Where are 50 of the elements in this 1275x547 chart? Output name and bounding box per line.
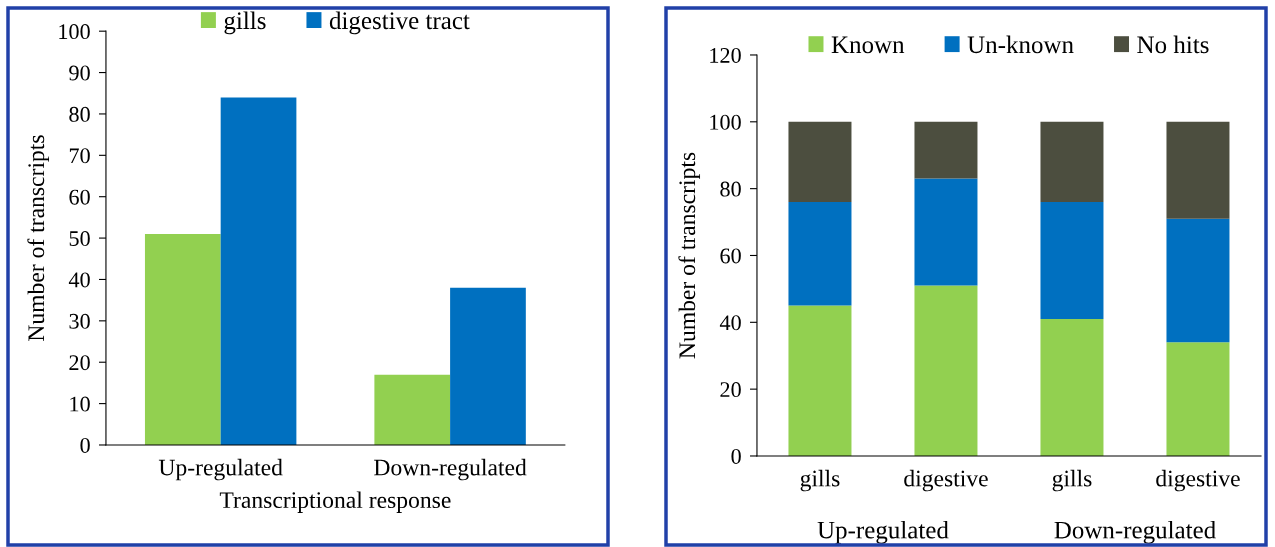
x-tick-label: digestive (1156, 469, 1240, 492)
bar (914, 178, 978, 286)
text: Up-regulated (817, 521, 949, 544)
y-tick-label: 60 (720, 248, 741, 264)
y-tick-label: 80 (69, 106, 90, 122)
bar (1166, 342, 1230, 456)
bar (1166, 121, 1230, 219)
y-tick-label: 0 (80, 437, 90, 453)
x-tick-label: gills (1052, 469, 1092, 492)
bar (914, 285, 978, 456)
bar (1040, 121, 1104, 203)
bar (788, 305, 852, 456)
y-tick-label: 60 (69, 189, 90, 205)
y-tick-label: 20 (69, 355, 90, 371)
x-tick-label: gills (800, 469, 840, 492)
y-tick-label: 10 (70, 396, 90, 412)
legend-label: gills (224, 11, 266, 35)
bar (374, 374, 451, 445)
y-tick-label: 0 (731, 448, 741, 464)
legend-label: No hits (1137, 35, 1209, 54)
x-tick-label: Up-regulated (158, 458, 283, 481)
x-tick-label: Down-regulated (374, 458, 527, 481)
y-tick-label: 100 (710, 114, 741, 130)
bar (1166, 218, 1230, 343)
y-tick-label: 120 (710, 47, 741, 63)
y-tick-label: 50 (69, 231, 90, 247)
text: Down-regulated (1054, 521, 1216, 544)
legend-label: Known (831, 36, 905, 54)
y-tick-label: 90 (69, 65, 90, 81)
bar (788, 121, 852, 203)
y-tick-label: 40 (68, 272, 90, 288)
bar (914, 121, 978, 179)
x-tick-label: digestive (904, 469, 988, 492)
bar (788, 202, 852, 306)
bar (450, 287, 526, 445)
y-tick-label: 40 (719, 315, 741, 331)
y-tick-label: 70 (69, 148, 90, 164)
y-tick-label: 20 (720, 382, 741, 398)
bar (1040, 318, 1104, 456)
y-axis-title: Number of transcripts (678, 152, 701, 359)
bar (220, 97, 297, 445)
y-tick-label: 100 (59, 24, 90, 40)
x-axis-title: Transcriptional response (219, 491, 451, 513)
y-tick-label: 80 (720, 181, 741, 197)
bar (144, 233, 221, 445)
bar (1040, 202, 1104, 319)
legend-label: Un-known (967, 35, 1074, 54)
legend-label: digestive tract (329, 11, 470, 35)
y-axis-title: Number of transcripts (27, 135, 50, 341)
y-tick-label: 30 (69, 313, 90, 329)
